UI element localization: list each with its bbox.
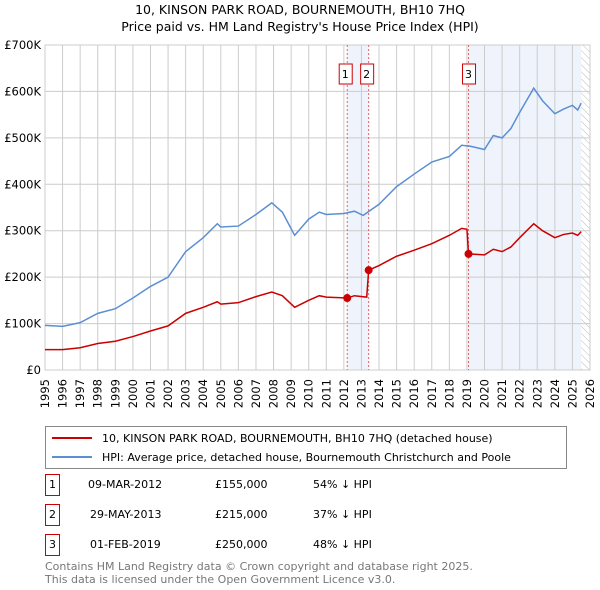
sale-number: 3 (45, 534, 60, 556)
x-tick-label: 2022 (513, 379, 527, 408)
y-tick-label: £600K (4, 84, 41, 98)
x-tick-label: 2003 (179, 379, 193, 408)
x-tick-label: 2008 (267, 379, 281, 408)
x-tick-label: 2017 (425, 379, 439, 408)
x-tick-label: 1999 (108, 379, 122, 408)
footer-line-2: This data is licensed under the Open Gov… (45, 573, 396, 586)
x-tick-label: 2009 (284, 379, 298, 408)
x-tick-label: 2019 (460, 379, 474, 408)
legend-swatch-red (52, 437, 92, 439)
sale-date: 29-MAY-2013 (90, 508, 162, 521)
sale-price: £250,000 (215, 538, 268, 551)
sale-label-box (338, 63, 353, 85)
x-tick-label: 2015 (390, 379, 404, 408)
legend-item-hpi: HPI: Average price, detached house, Bour… (52, 449, 511, 465)
plot-area: 1995 1996 1997 1998 1999 2000 2001 2002 2003 2004… (4, 38, 597, 408)
x-tick-label: 1997 (73, 379, 87, 408)
sale-hpi-diff: 54% ↓ HPI (313, 478, 372, 491)
sale-label-box (360, 63, 375, 85)
sale-row: 1 09-MAR-2012 £155,000 54% ↓ HPI (45, 474, 545, 496)
legend-label: 10, KINSON PARK ROAD, BOURNEMOUTH, BH10 … (102, 431, 493, 445)
chart-subtitle: Price paid vs. HM Land Registry's House … (121, 19, 479, 34)
x-tick-label: 1998 (91, 379, 105, 408)
x-tick-label: 2001 (143, 379, 157, 408)
sale-hpi-diff: 48% ↓ HPI (313, 538, 372, 551)
sale-label: 3 (465, 68, 472, 81)
shaded-period (347, 45, 369, 370)
y-tick-label: £400K (4, 177, 41, 191)
x-tick-label: 2011 (319, 379, 333, 408)
series-line (45, 222, 582, 351)
x-tick-label: 2023 (530, 379, 544, 408)
footer-line-1: Contains HM Land Registry data © Crown c… (45, 560, 473, 573)
plot-frame (44, 44, 591, 371)
x-tick-label: 2004 (196, 379, 210, 408)
legend-label: HPI: Average price, detached house, Bour… (102, 450, 511, 464)
sale-hpi-diff: 37% ↓ HPI (313, 508, 372, 521)
shaded-period (468, 45, 582, 370)
x-tick-label: 2010 (302, 379, 316, 408)
forecast-hatch (581, 45, 590, 370)
legend-swatch-blue (52, 456, 92, 458)
series-line (44, 86, 582, 328)
x-tick-label: 2000 (126, 379, 140, 408)
x-tick-label: 2002 (161, 379, 175, 408)
y-tick-label: £700K (4, 38, 41, 52)
x-tick-label: 2012 (337, 379, 351, 408)
x-tick-label: 2026 (583, 379, 597, 408)
sale-date: 01-FEB-2019 (90, 538, 161, 551)
sale-point (464, 249, 473, 258)
sale-point (364, 266, 373, 275)
x-tick-label: 1996 (56, 379, 70, 408)
x-tick-label: 1995 (38, 379, 52, 408)
x-tick-label: 2006 (231, 379, 245, 408)
x-tick-label: 2020 (478, 379, 492, 408)
y-tick-label: £500K (4, 131, 41, 145)
chart-title: 10, KINSON PARK ROAD, BOURNEMOUTH, BH10 … (135, 2, 465, 17)
y-tick-label: £300K (4, 224, 41, 238)
sale-label-box (462, 63, 477, 85)
sale-date: 09-MAR-2012 (88, 478, 163, 491)
legend: 10, KINSON PARK ROAD, BOURNEMOUTH, BH10 … (45, 426, 567, 469)
x-tick-label: 2024 (548, 379, 562, 408)
x-tick-label: 2014 (372, 379, 386, 408)
sale-row: 3 01-FEB-2019 £250,000 48% ↓ HPI (45, 534, 545, 556)
y-tick-label: £100K (4, 317, 41, 331)
x-tick-label: 2007 (249, 379, 263, 408)
sale-label: 2 (363, 68, 370, 81)
sale-price: £155,000 (215, 478, 268, 491)
sale-price: £215,000 (215, 508, 268, 521)
x-tick-label: 2025 (565, 379, 579, 408)
x-tick-label: 2016 (407, 379, 421, 408)
sale-point (343, 294, 352, 303)
x-tick-label: 2021 (495, 379, 509, 408)
sale-row: 2 29-MAY-2013 £215,000 37% ↓ HPI (45, 504, 545, 526)
sale-number: 1 (45, 474, 60, 496)
sale-number: 2 (45, 504, 60, 526)
y-tick-label: £0 (26, 363, 41, 377)
x-tick-label: 2013 (354, 379, 368, 408)
x-tick-label: 2005 (214, 379, 228, 408)
legend-item-property: 10, KINSON PARK ROAD, BOURNEMOUTH, BH10 … (52, 430, 493, 446)
y-tick-label: £200K (4, 270, 41, 284)
sale-label: 1 (342, 68, 349, 81)
x-tick-label: 2018 (442, 379, 456, 408)
